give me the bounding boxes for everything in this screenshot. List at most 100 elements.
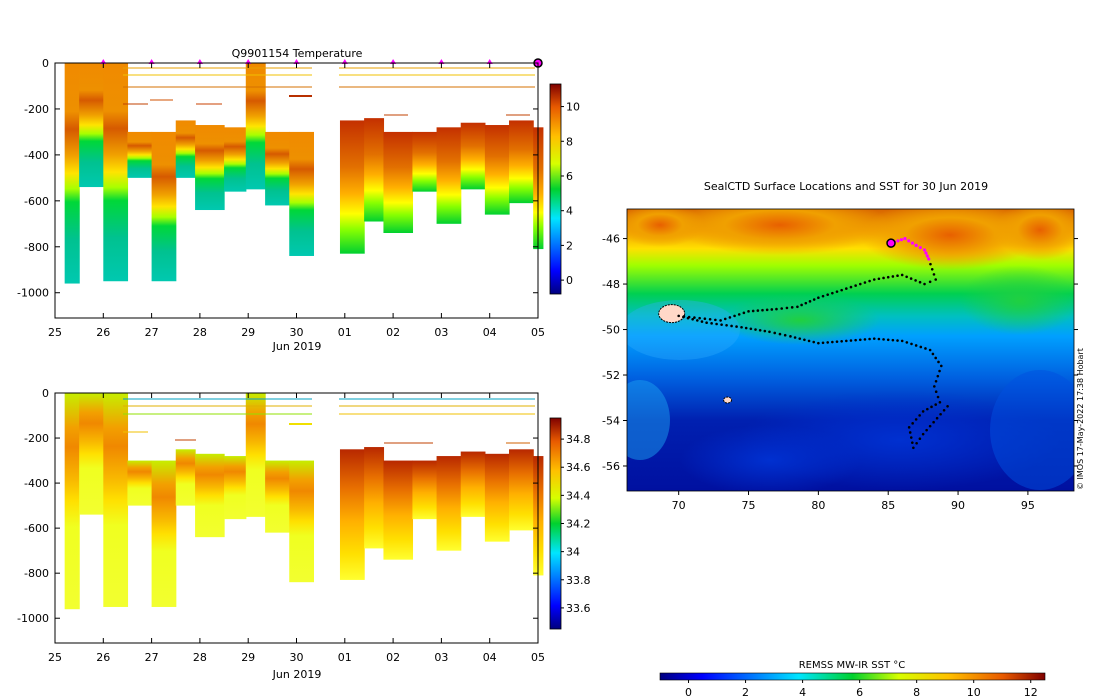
colorbar-tick-label: 34 <box>566 546 580 559</box>
x-tick-label: 01 <box>338 651 352 664</box>
track-point <box>783 333 787 337</box>
profile-6 <box>195 453 225 538</box>
track-point <box>914 279 917 282</box>
recent-track-point <box>925 254 929 258</box>
track-point <box>896 339 899 342</box>
track-point <box>691 317 694 321</box>
x-tick-label: 05 <box>531 651 545 664</box>
track-point <box>931 352 935 356</box>
track-point <box>936 374 940 378</box>
track-point <box>849 285 853 289</box>
colorbar-tick-label: 2 <box>566 239 573 252</box>
track-point <box>821 294 825 298</box>
profile-0 <box>64 63 80 284</box>
track-point <box>770 308 774 311</box>
track-point <box>796 305 799 309</box>
track-point <box>886 275 890 279</box>
sst-map-panel: SealCTD Surface Locations and SST for 30… <box>602 180 1085 699</box>
track-point <box>754 328 757 331</box>
track-point <box>725 324 728 327</box>
track-point <box>910 342 913 346</box>
y-tick-label: -600 <box>24 195 49 208</box>
temperature-surface-lines <box>123 67 535 116</box>
track-point <box>934 356 938 360</box>
track-point <box>812 340 816 344</box>
track-point <box>845 339 848 343</box>
x-tick-label: 30 <box>290 326 304 339</box>
latest-position-marker <box>886 238 896 248</box>
temperature-title: Q9901154 Temperature <box>232 47 363 60</box>
track-point <box>747 310 750 313</box>
track-point <box>877 337 881 341</box>
track-point <box>930 405 933 409</box>
track-point <box>763 329 767 333</box>
profile-18 <box>509 449 534 531</box>
track-point <box>720 323 723 326</box>
track-point <box>928 280 932 284</box>
track-point <box>821 341 825 345</box>
colorbar-tick-label: 33.8 <box>566 574 591 587</box>
track-point <box>882 338 885 341</box>
track-point <box>682 315 685 319</box>
y-tick-label: -400 <box>24 149 49 162</box>
track-point <box>891 338 895 342</box>
track-point <box>715 322 718 326</box>
track-point <box>789 335 792 338</box>
track-point <box>798 337 802 340</box>
track-point <box>705 321 708 325</box>
track-point <box>919 345 923 349</box>
x-tick-label: 28 <box>193 326 207 339</box>
track-point <box>854 338 857 342</box>
colorbar-tick-label: 10 <box>566 101 580 114</box>
salinity-xlabel: Jun 2019 <box>272 668 322 681</box>
temperature-xlabel: Jun 2019 <box>272 340 322 353</box>
map-y-tick-label: -56 <box>602 460 620 473</box>
map-y-tick-label: -48 <box>602 278 620 291</box>
track-point <box>778 332 782 336</box>
recent-track-point <box>922 248 927 252</box>
profile-3 <box>127 131 153 178</box>
x-tick-label: 03 <box>434 326 448 339</box>
profile-2 <box>103 393 129 607</box>
profile-8 <box>245 63 266 190</box>
land-mass <box>658 304 686 324</box>
colorbar-tick-label: 33.6 <box>566 602 591 615</box>
profile-6 <box>195 125 225 211</box>
temperature-colorbar <box>549 83 562 295</box>
salinity-panel: 0 -200 -400 -600 -800 -1000 25 26 27 28 29 30 01 02 03… <box>17 387 590 681</box>
map-x-tick-label: 80 <box>811 499 825 512</box>
track-point <box>735 325 738 328</box>
profile-4 <box>151 460 177 607</box>
land-masses <box>658 304 733 404</box>
track-point <box>733 314 736 318</box>
recent-track-point <box>927 257 931 261</box>
recent-track-point <box>914 243 918 247</box>
track-point <box>921 432 925 436</box>
track-point <box>858 282 862 286</box>
map-y-tick-label: -46 <box>602 233 620 246</box>
track-point <box>934 379 938 383</box>
x-tick-label: 03 <box>434 651 448 664</box>
y-tick-label: -400 <box>24 477 49 490</box>
profile-10 <box>289 131 315 256</box>
colorbar-tick-label: 34.6 <box>566 461 591 474</box>
profile-17 <box>484 453 510 542</box>
track-point <box>849 339 853 342</box>
y-tick-label: -1000 <box>17 287 49 300</box>
track-point <box>886 338 890 342</box>
x-tick-label: 25 <box>48 326 62 339</box>
track-point <box>812 298 816 301</box>
track-point <box>942 408 946 412</box>
track-point <box>928 348 932 352</box>
track-point <box>728 316 732 319</box>
track-point <box>698 316 701 320</box>
track-point <box>938 401 942 404</box>
track-point <box>934 403 938 406</box>
track-point <box>929 262 932 266</box>
colorbar-tick-label: 6 <box>566 170 573 183</box>
map-x-tick-label: 85 <box>881 499 895 512</box>
map-title: SealCTD Surface Locations and SST for 30… <box>704 180 988 193</box>
colorbar-tick-label: 0 <box>566 274 573 287</box>
track-point <box>900 339 904 343</box>
